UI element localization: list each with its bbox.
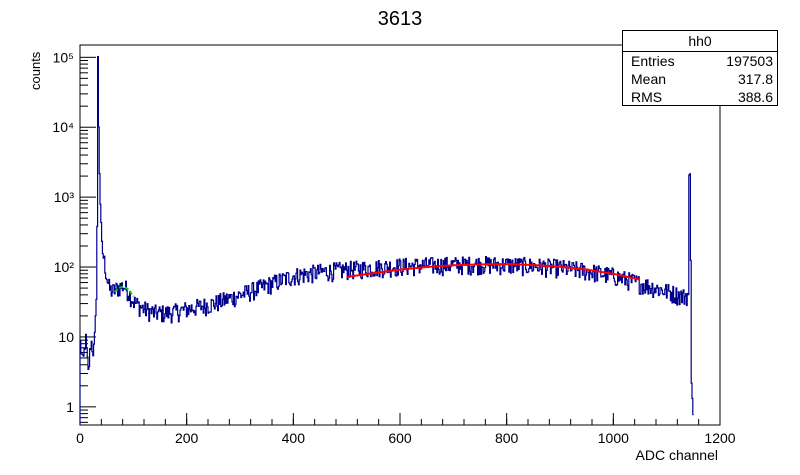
- y-tick-label: 10²: [54, 259, 75, 275]
- y-tick-label: 10: [58, 329, 74, 345]
- stats-value: 388.6: [737, 89, 773, 105]
- fit-curve-main: [346, 263, 641, 281]
- x-axis-label: ADC channel: [635, 447, 719, 463]
- histogram-line: [79, 56, 694, 425]
- stats-label: Entries: [631, 53, 675, 69]
- stats-label: RMS: [631, 89, 663, 105]
- stats-value: 317.8: [737, 71, 773, 87]
- y-tick-label: 10⁴: [52, 119, 74, 135]
- y-tick-label: 10³: [54, 189, 75, 205]
- stats-box: hh0 Entries 197503 Mean 317.8 RMS 388.6: [622, 30, 778, 106]
- x-tick-label: 600: [388, 430, 412, 446]
- stats-row-mean: Mean 317.8: [623, 70, 777, 88]
- stats-row-rms: RMS 388.6: [623, 88, 777, 106]
- stats-box-name: hh0: [623, 31, 777, 52]
- y-axis-label: counts: [28, 51, 43, 90]
- y-tick-label: 1: [66, 399, 74, 415]
- stats-row-entries: Entries 197503: [623, 52, 777, 70]
- x-tick-label: 0: [76, 430, 84, 446]
- y-tick-label: 10⁵: [53, 49, 74, 65]
- chart-title: 3613: [377, 8, 423, 30]
- x-tick-label: 200: [175, 430, 199, 446]
- x-tick-label: 1000: [598, 430, 629, 446]
- x-tick-label: 800: [495, 430, 519, 446]
- x-tick-label: 1200: [704, 430, 735, 446]
- fit-curve-low: [113, 285, 135, 297]
- stats-value: 197503: [726, 53, 773, 69]
- stats-label: Mean: [631, 71, 667, 87]
- x-tick-label: 400: [282, 430, 306, 446]
